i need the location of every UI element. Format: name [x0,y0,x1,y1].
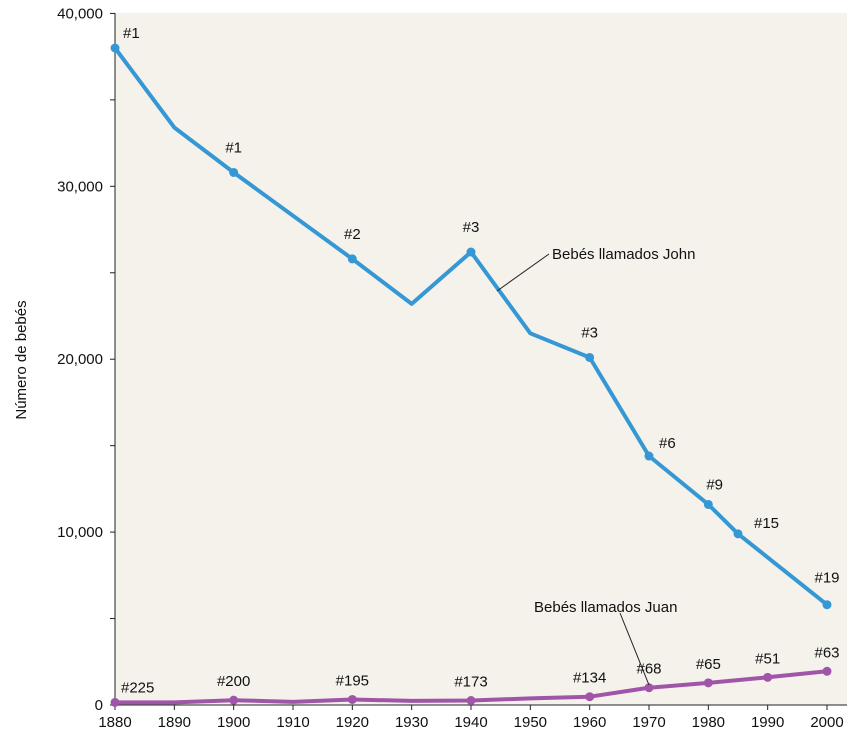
john-callout-line [496,253,550,292]
series-john: #1 #1 #2 #3 #3 #6 #9 #15 #19 [110,25,840,610]
data-point-juan [347,694,357,704]
juan-series-label: Bebés llamados Juan [534,599,677,616]
x-tick-label: 1910 [276,714,309,731]
y-tick-label: 10,000 [57,524,103,541]
x-tick-label: 1880 [98,714,131,731]
x-tick-label: 1950 [514,714,547,731]
rank-label-john: #9 [706,476,723,493]
rank-label-juan: #63 [814,644,839,661]
plot-area-background [115,13,847,705]
rank-label-juan: #173 [454,674,487,691]
x-tick-label: 1890 [158,714,191,731]
rank-label-john: #15 [754,515,779,532]
data-point-john [733,529,743,539]
x-tick-label: 1970 [632,714,665,731]
data-point-john [347,254,357,264]
data-point-john [110,43,120,53]
rank-label-juan: #68 [636,661,661,678]
series-line-john [113,46,829,607]
rank-label-john: #6 [659,435,676,452]
data-point-juan [110,697,120,707]
x-tick-label: 1990 [751,714,784,731]
y-tick-label: 0 [95,697,103,714]
data-point-john [466,247,476,257]
data-point-john [644,451,654,461]
series-label-layer: Bebés llamados John Bebés llamados Juan [496,246,695,686]
data-point-juan [644,683,654,693]
series-layer: #1 #1 #2 #3 #3 #6 #9 #15 #19 #225 #200 #195 #173 #134… [110,25,840,707]
y-tick-label: 30,000 [57,178,103,195]
rank-label-juan: #225 [121,679,154,696]
x-tick-label: 1960 [573,714,606,731]
data-point-juan [229,695,239,705]
rank-label-juan: #134 [573,670,606,687]
rank-label-juan: #65 [696,656,721,673]
x-tick-label: 1920 [336,714,369,731]
series-juan: #225 #200 #195 #173 #134 #68 #65 #51 #63 [110,644,840,707]
x-tick-label: 1900 [217,714,250,731]
data-point-john [703,499,713,509]
rank-label-john: #3 [463,219,480,236]
rank-label-juan: #200 [217,673,250,690]
data-point-john [822,600,832,610]
rank-label-john: #19 [814,570,839,587]
rank-label-juan: #51 [755,650,780,667]
y-tick-label: 20,000 [57,351,103,368]
y-tick-label: 40,000 [57,5,103,22]
x-tick-label: 1930 [395,714,428,731]
x-tick-label: 2000 [810,714,843,731]
y-axis-title: Número de bebés [13,300,30,419]
rank-label-john: #2 [344,226,361,243]
data-point-juan [703,678,713,688]
rank-label-john: #3 [581,324,598,341]
data-point-john [585,352,595,362]
rank-label-john: #1 [225,139,242,156]
x-axis: 1880 1890 1900 1910 1920 1930 1940 1950 1960 1970… [98,704,847,731]
x-tick-label: 1980 [692,714,725,731]
data-point-juan [822,666,832,676]
rank-label-juan: #195 [336,672,369,689]
data-point-juan [585,692,595,702]
x-tick-label: 1940 [454,714,487,731]
rank-label-john: #1 [123,25,140,42]
juan-callout-line [619,612,650,686]
data-point-juan [466,696,476,706]
data-point-juan [763,672,773,682]
data-point-john [229,167,239,177]
john-series-label: Bebés llamados John [552,246,695,263]
y-axis: 0 10,000 20,000 30,000 40,000 [57,5,116,714]
